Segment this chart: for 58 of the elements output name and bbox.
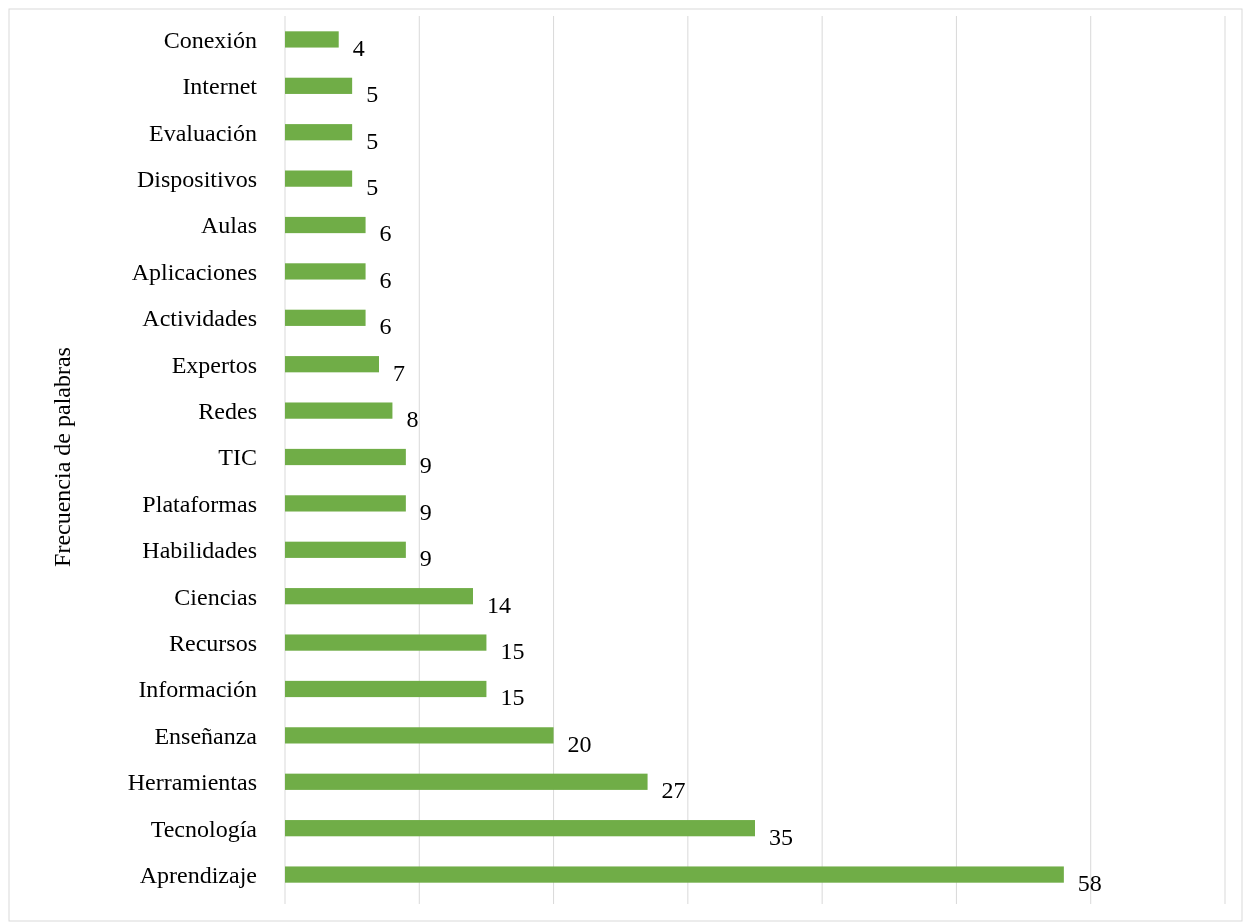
y-tick-label: Enseñanza — [154, 722, 258, 749]
data-label: 7 — [393, 359, 405, 386]
data-label: 9 — [419, 545, 432, 572]
data-label: 35 — [769, 823, 793, 850]
data-label: 6 — [379, 220, 392, 247]
bar — [285, 170, 353, 187]
bar — [285, 77, 353, 94]
bar — [285, 588, 473, 605]
data-label: 6 — [379, 313, 392, 340]
data-label: 58 — [1077, 869, 1102, 896]
data-label: 5 — [366, 81, 379, 108]
data-label: 27 — [661, 777, 686, 804]
data-label: 4 — [352, 34, 365, 61]
y-tick-label: Aplicaciones — [131, 258, 257, 285]
data-label: 6 — [379, 266, 392, 293]
bar — [285, 402, 393, 419]
data-label: 20 — [567, 730, 592, 757]
y-tick-label: Expertos — [171, 351, 257, 378]
y-tick-label: Aprendizaje — [139, 861, 257, 888]
y-tick-label: Tecnología — [150, 815, 258, 842]
bar — [285, 263, 366, 280]
bar — [285, 495, 406, 512]
y-tick-label: Aulas — [201, 212, 257, 239]
y-tick-label: Ciencias — [174, 583, 257, 610]
bar — [285, 773, 648, 790]
bar — [285, 541, 406, 558]
y-tick-label: Herramientas — [127, 769, 257, 796]
data-label: 9 — [419, 452, 432, 479]
y-tick-label: Recursos — [169, 629, 257, 656]
bar — [285, 309, 366, 326]
y-tick-label: Dispositivos — [136, 166, 257, 193]
y-tick-label: Plataformas — [142, 490, 257, 517]
y-tick-label: Internet — [182, 73, 258, 100]
data-label: 5 — [366, 174, 379, 201]
y-axis-title: Frecuencia de palabras — [49, 347, 75, 567]
bar — [285, 31, 339, 48]
y-tick-label: Evaluación — [149, 119, 257, 146]
data-label: 15 — [500, 637, 525, 664]
data-label: 5 — [366, 127, 379, 154]
y-tick-label: Conexión — [163, 26, 257, 53]
y-tick-label: Habilidades — [142, 537, 257, 564]
bar — [285, 866, 1064, 883]
bar — [285, 680, 487, 698]
bar — [285, 820, 755, 837]
y-tick-label: Información — [138, 676, 257, 703]
bar — [285, 448, 406, 466]
y-tick-label: TIC — [218, 444, 257, 471]
bar — [285, 634, 487, 651]
data-label: 14 — [487, 591, 511, 618]
bar — [285, 124, 353, 141]
data-label: 8 — [406, 406, 419, 432]
data-label: 9 — [419, 498, 432, 525]
bar — [285, 727, 554, 744]
y-tick-label: Redes — [198, 398, 257, 424]
bar — [285, 216, 366, 234]
data-label: 15 — [500, 684, 525, 711]
y-tick-label: Actividades — [142, 305, 257, 332]
bar — [285, 356, 379, 373]
